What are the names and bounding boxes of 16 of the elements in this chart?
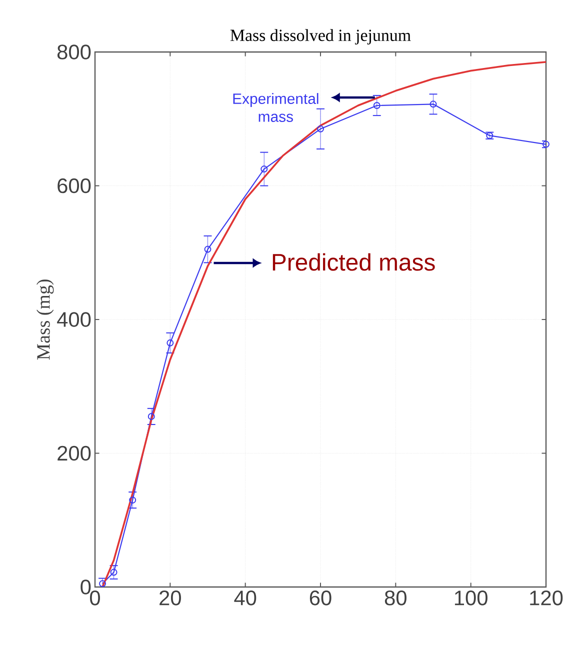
y-tick-label: 200 [58, 446, 91, 461]
y-axis-title: Mass (mg) [36, 280, 54, 360]
y-tick-label: 600 [58, 178, 91, 194]
series-label: Experimental mass [233, 93, 318, 122]
y-tick-label: 800 [57, 44, 91, 60]
x-tick-label: 120 [530, 590, 563, 606]
x-tick-label: 80 [384, 590, 406, 606]
x-tick-label: 60 [310, 590, 332, 606]
y-tick-label: 400 [57, 312, 91, 327]
text: Predicted mass [272, 253, 435, 271]
x-tick-label: 20 [160, 590, 181, 606]
y-tick-label: 0 [80, 580, 91, 594]
x-tick-label: 40 [234, 590, 256, 606]
chart-title: Mass dissolved in jejunum [230, 29, 411, 45]
x-tick-label: 100 [454, 590, 488, 606]
point [110, 568, 118, 576]
